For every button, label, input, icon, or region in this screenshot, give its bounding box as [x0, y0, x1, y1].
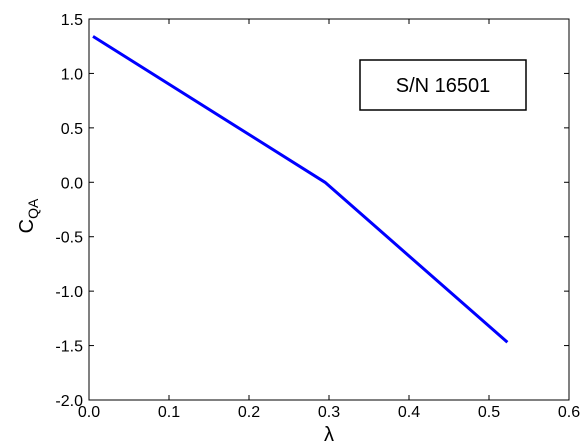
x-tick-label: 0.1 [158, 404, 180, 421]
x-tick-label: 0.3 [318, 404, 340, 421]
y-tick-label: -1.0 [55, 284, 83, 301]
x-tick-label: 0.4 [398, 404, 420, 421]
y-axis-label-main: C [16, 219, 38, 233]
y-tick-label: -0.5 [55, 230, 83, 247]
series-line [92, 35, 509, 344]
x-tick-label: 0.6 [558, 404, 580, 421]
x-tick-label: 0.0 [78, 404, 100, 421]
y-tick-label: 1.5 [61, 12, 83, 29]
y-tick-label: 0.5 [61, 121, 83, 138]
y-tick-labels: -2.0 -1.5 -1.0 -0.5 0.0 0.5 1.0 1.5 [55, 12, 83, 410]
annotation-box [359, 59, 527, 111]
y-tick-label: -1.5 [55, 339, 83, 356]
y-axis-label-sub: QA [25, 198, 41, 219]
y-tick-label: -2.0 [55, 393, 83, 410]
tick-marks [88, 18, 570, 401]
x-tick-labels: 0.0 0.1 0.2 0.3 0.4 0.5 0.6 [78, 404, 580, 421]
x-tick-label: 0.2 [238, 404, 260, 421]
annotation-text: S/N 16501 [396, 75, 491, 97]
x-tick-label: 0.5 [478, 404, 500, 421]
y-tick-label: 0.0 [61, 175, 83, 192]
x-axis-label: λ [324, 424, 334, 445]
y-axis-label: CQA [16, 198, 41, 233]
y-tick-label: 1.0 [61, 66, 83, 83]
